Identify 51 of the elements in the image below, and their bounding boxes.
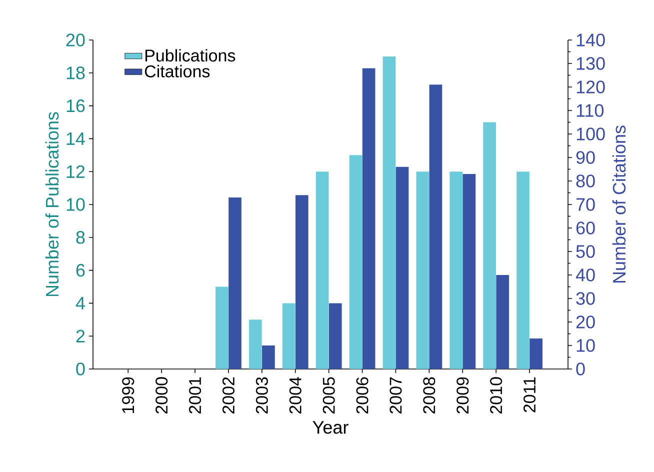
y2-axis-title: Number of Citations bbox=[612, 126, 626, 283]
y-tick-label: 10 bbox=[66, 198, 85, 211]
x-tick-label: 2010 bbox=[490, 377, 502, 414]
y2-tick-label: 140 bbox=[576, 34, 605, 46]
y2-tick-label: 100 bbox=[576, 128, 605, 140]
y2-tick-label: 60 bbox=[576, 222, 595, 234]
x-tick-label: 2008 bbox=[423, 377, 436, 414]
bar bbox=[516, 172, 530, 369]
y2-tick-label: 130 bbox=[576, 57, 605, 70]
bar bbox=[316, 172, 329, 369]
y2-tick-label: 0 bbox=[576, 362, 585, 376]
x-tick-label: 2000 bbox=[156, 377, 168, 414]
y2-tick-label: 110 bbox=[576, 104, 604, 117]
y2-tick-label: 120 bbox=[576, 80, 605, 94]
legend-label: Publications bbox=[145, 49, 236, 62]
y2-tick-label: 90 bbox=[576, 151, 595, 164]
x-tick-label: 2007 bbox=[390, 377, 402, 414]
bar bbox=[248, 320, 262, 369]
x-tick-label: 2001 bbox=[189, 377, 202, 414]
x-tick-label: 2003 bbox=[256, 377, 268, 414]
y-tick-label: 18 bbox=[66, 66, 85, 80]
y-tick-label: 0 bbox=[76, 362, 85, 376]
y2-tick-label: 30 bbox=[576, 292, 595, 305]
x-tick-label: 2009 bbox=[456, 377, 469, 414]
x-axis-title: Year bbox=[312, 421, 348, 434]
y-tick-label: 20 bbox=[66, 34, 85, 46]
x-tick-label: 1999 bbox=[122, 377, 134, 414]
bar bbox=[483, 122, 496, 369]
y2-tick-label: 80 bbox=[576, 174, 595, 188]
x-tick-label: 2011 bbox=[524, 377, 536, 412]
y2-tick-label: 20 bbox=[576, 316, 595, 328]
x-tick-label: 2002 bbox=[222, 377, 234, 414]
y-tick-label: 8 bbox=[76, 231, 85, 244]
y-tick-label: 6 bbox=[76, 264, 85, 277]
y-tick-label: 12 bbox=[66, 165, 85, 178]
y2-tick-label: 50 bbox=[576, 245, 595, 258]
x-tick-label: 2005 bbox=[322, 377, 335, 414]
bar bbox=[228, 197, 242, 369]
legend-label: Citations bbox=[144, 64, 210, 78]
y-tick-label: 16 bbox=[66, 99, 85, 112]
y2-tick-label: 10 bbox=[576, 339, 595, 352]
y-tick-label: 14 bbox=[66, 132, 85, 145]
x-tick-label: 2004 bbox=[289, 377, 302, 414]
y-axis-title: Number of Publications bbox=[45, 112, 59, 296]
y2-tick-label: 70 bbox=[576, 198, 595, 211]
bar bbox=[295, 195, 308, 369]
y-tick-label: 4 bbox=[76, 297, 85, 310]
y2-tick-label: 40 bbox=[576, 268, 595, 282]
y-tick-label: 2 bbox=[76, 330, 85, 342]
bar bbox=[530, 338, 542, 369]
x-tick-label: 2006 bbox=[356, 377, 368, 414]
